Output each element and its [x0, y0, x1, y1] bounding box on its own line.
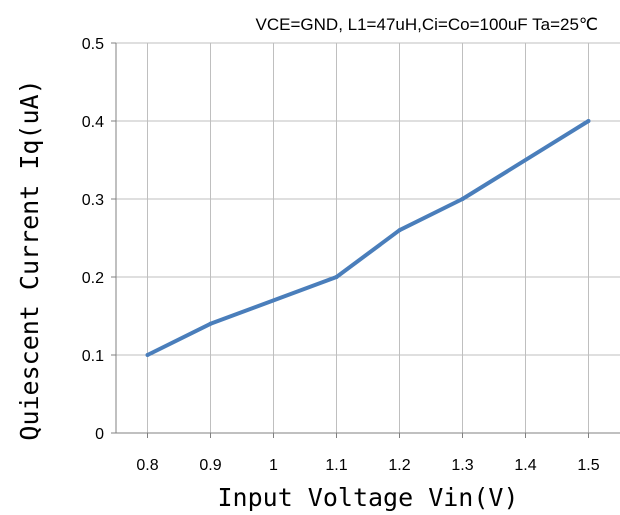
x-tick-label: 1.1: [325, 457, 347, 474]
series-line: [146, 119, 590, 357]
data-point: [397, 228, 402, 233]
data-point: [460, 197, 465, 201]
data-point: [586, 119, 591, 123]
data-point: [334, 275, 339, 279]
y-tick-label: 0.5: [82, 36, 104, 53]
tick-labels: 0 0.1 0.2 0.3 0.4 0.5 0.8 0.9 1 1.1 1.2 1.3 1.4 1.5: [82, 36, 600, 474]
x-tick-label: 0.8: [136, 457, 158, 474]
x-tick-label: 1.5: [577, 457, 599, 474]
x-tick-label: 1.2: [388, 457, 410, 474]
y-tick-label: 0.2: [82, 270, 104, 287]
data-point: [208, 321, 213, 326]
chart-title: VCE=GND, L1=47uH,Ci=Co=100uF Ta=25℃: [256, 15, 598, 34]
x-tick-label: 0.9: [199, 457, 221, 474]
grid: [116, 42, 620, 433]
x-tick-label: 1.3: [451, 457, 473, 474]
y-tick-label: 0: [95, 426, 104, 443]
x-tick-label: 1: [269, 457, 278, 474]
y-tick-label: 0.1: [82, 348, 104, 365]
data-point: [145, 353, 150, 357]
series: [145, 119, 591, 357]
y-axis-label: Quiescent Current Iq(uA): [15, 79, 44, 440]
y-tick-label: 0.4: [82, 114, 104, 131]
axes: [111, 42, 620, 438]
x-tick-label: 1.4: [514, 457, 536, 474]
y-tick-label: 0.3: [82, 192, 104, 209]
x-axis-label: Input Voltage Vin(V): [217, 483, 518, 512]
